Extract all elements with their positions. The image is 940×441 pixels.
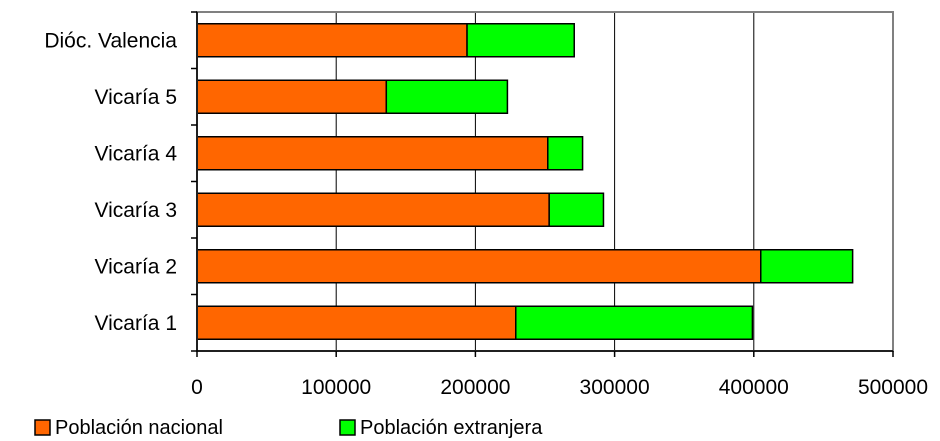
bar-poblacion-extranjera bbox=[515, 305, 754, 340]
gridlines bbox=[335, 12, 755, 351]
x-tick-label: 300000 bbox=[580, 376, 650, 399]
category-labels: Vicaría 1 Vicaría 2 Vicaría 3 Vicaría 4 Vica… bbox=[44, 29, 177, 335]
bar-poblacion-extranjera bbox=[548, 192, 605, 227]
legend-swatch bbox=[339, 419, 356, 436]
bar-poblacion-nacional bbox=[196, 79, 388, 114]
category-label: Vicaría 1 bbox=[95, 312, 178, 335]
plot-area-frame bbox=[196, 11, 894, 352]
legend-label: Población extranjera bbox=[360, 417, 543, 439]
bar-poblacion-nacional bbox=[196, 305, 517, 340]
legend-swatch bbox=[34, 419, 51, 436]
category-label: Vicaría 4 bbox=[95, 142, 178, 165]
bar-poblacion-nacional bbox=[196, 23, 468, 58]
category-label: Dióc. Valencia bbox=[44, 29, 177, 52]
bar-poblacion-extranjera bbox=[547, 136, 584, 171]
bar-poblacion-nacional bbox=[196, 249, 762, 284]
bar-poblacion-extranjera bbox=[760, 249, 854, 284]
x-tick-labels: 0 100000 200000 300000 400000 500000 bbox=[191, 376, 928, 399]
legend: Población nacional Población extranjera bbox=[34, 417, 543, 439]
x-tick-label: 200000 bbox=[440, 376, 510, 399]
x-tick-label: 0 bbox=[191, 376, 203, 399]
category-label: Vicaría 3 bbox=[95, 199, 178, 222]
bars bbox=[196, 23, 854, 340]
bar-poblacion-extranjera bbox=[466, 23, 575, 58]
legend-label: Población nacional bbox=[55, 417, 223, 439]
bar-poblacion-nacional bbox=[196, 136, 549, 171]
x-tick-label: 500000 bbox=[858, 376, 928, 399]
bar-poblacion-nacional bbox=[196, 192, 550, 227]
x-tick-label: 400000 bbox=[719, 376, 789, 399]
category-label: Vicaría 5 bbox=[95, 86, 178, 109]
x-tick-label: 100000 bbox=[301, 376, 371, 399]
bar-poblacion-extranjera bbox=[385, 79, 509, 114]
axes bbox=[191, 11, 894, 357]
category-label: Vicaría 2 bbox=[95, 255, 178, 278]
